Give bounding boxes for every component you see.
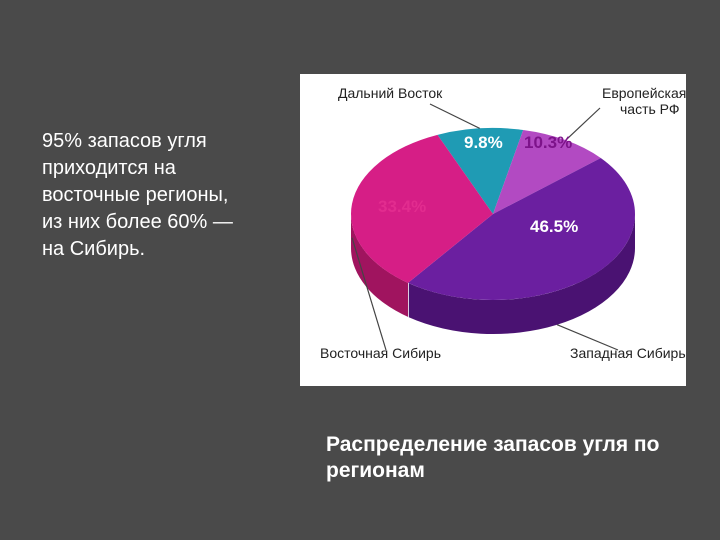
category-label: часть РФ <box>620 101 680 117</box>
category-label: Европейская <box>602 85 686 101</box>
percent-label: 9.8% <box>464 133 503 152</box>
side-paragraph: 95% запасов угля приходится на восточные… <box>42 128 242 263</box>
slide: 95% запасов угля приходится на восточные… <box>0 0 720 540</box>
pie-chart-container: Дальний Восток Европейскаячасть РФ Восточн… <box>300 74 686 386</box>
category-label: Восточная Сибирь <box>320 345 441 361</box>
pie-chart-svg: Дальний Восток Европейскаячасть РФ Восточн… <box>300 74 686 386</box>
percent-label: 46.5% <box>530 217 578 236</box>
chart-caption: Распределение запасов угля по регионам <box>326 432 686 485</box>
percent-label: 33.4% <box>378 197 426 216</box>
percent-label: 10.3% <box>524 133 572 152</box>
callout-line <box>430 104 480 128</box>
category-label: Западная Сибирь <box>570 345 686 361</box>
category-label: Дальний Восток <box>338 85 443 101</box>
